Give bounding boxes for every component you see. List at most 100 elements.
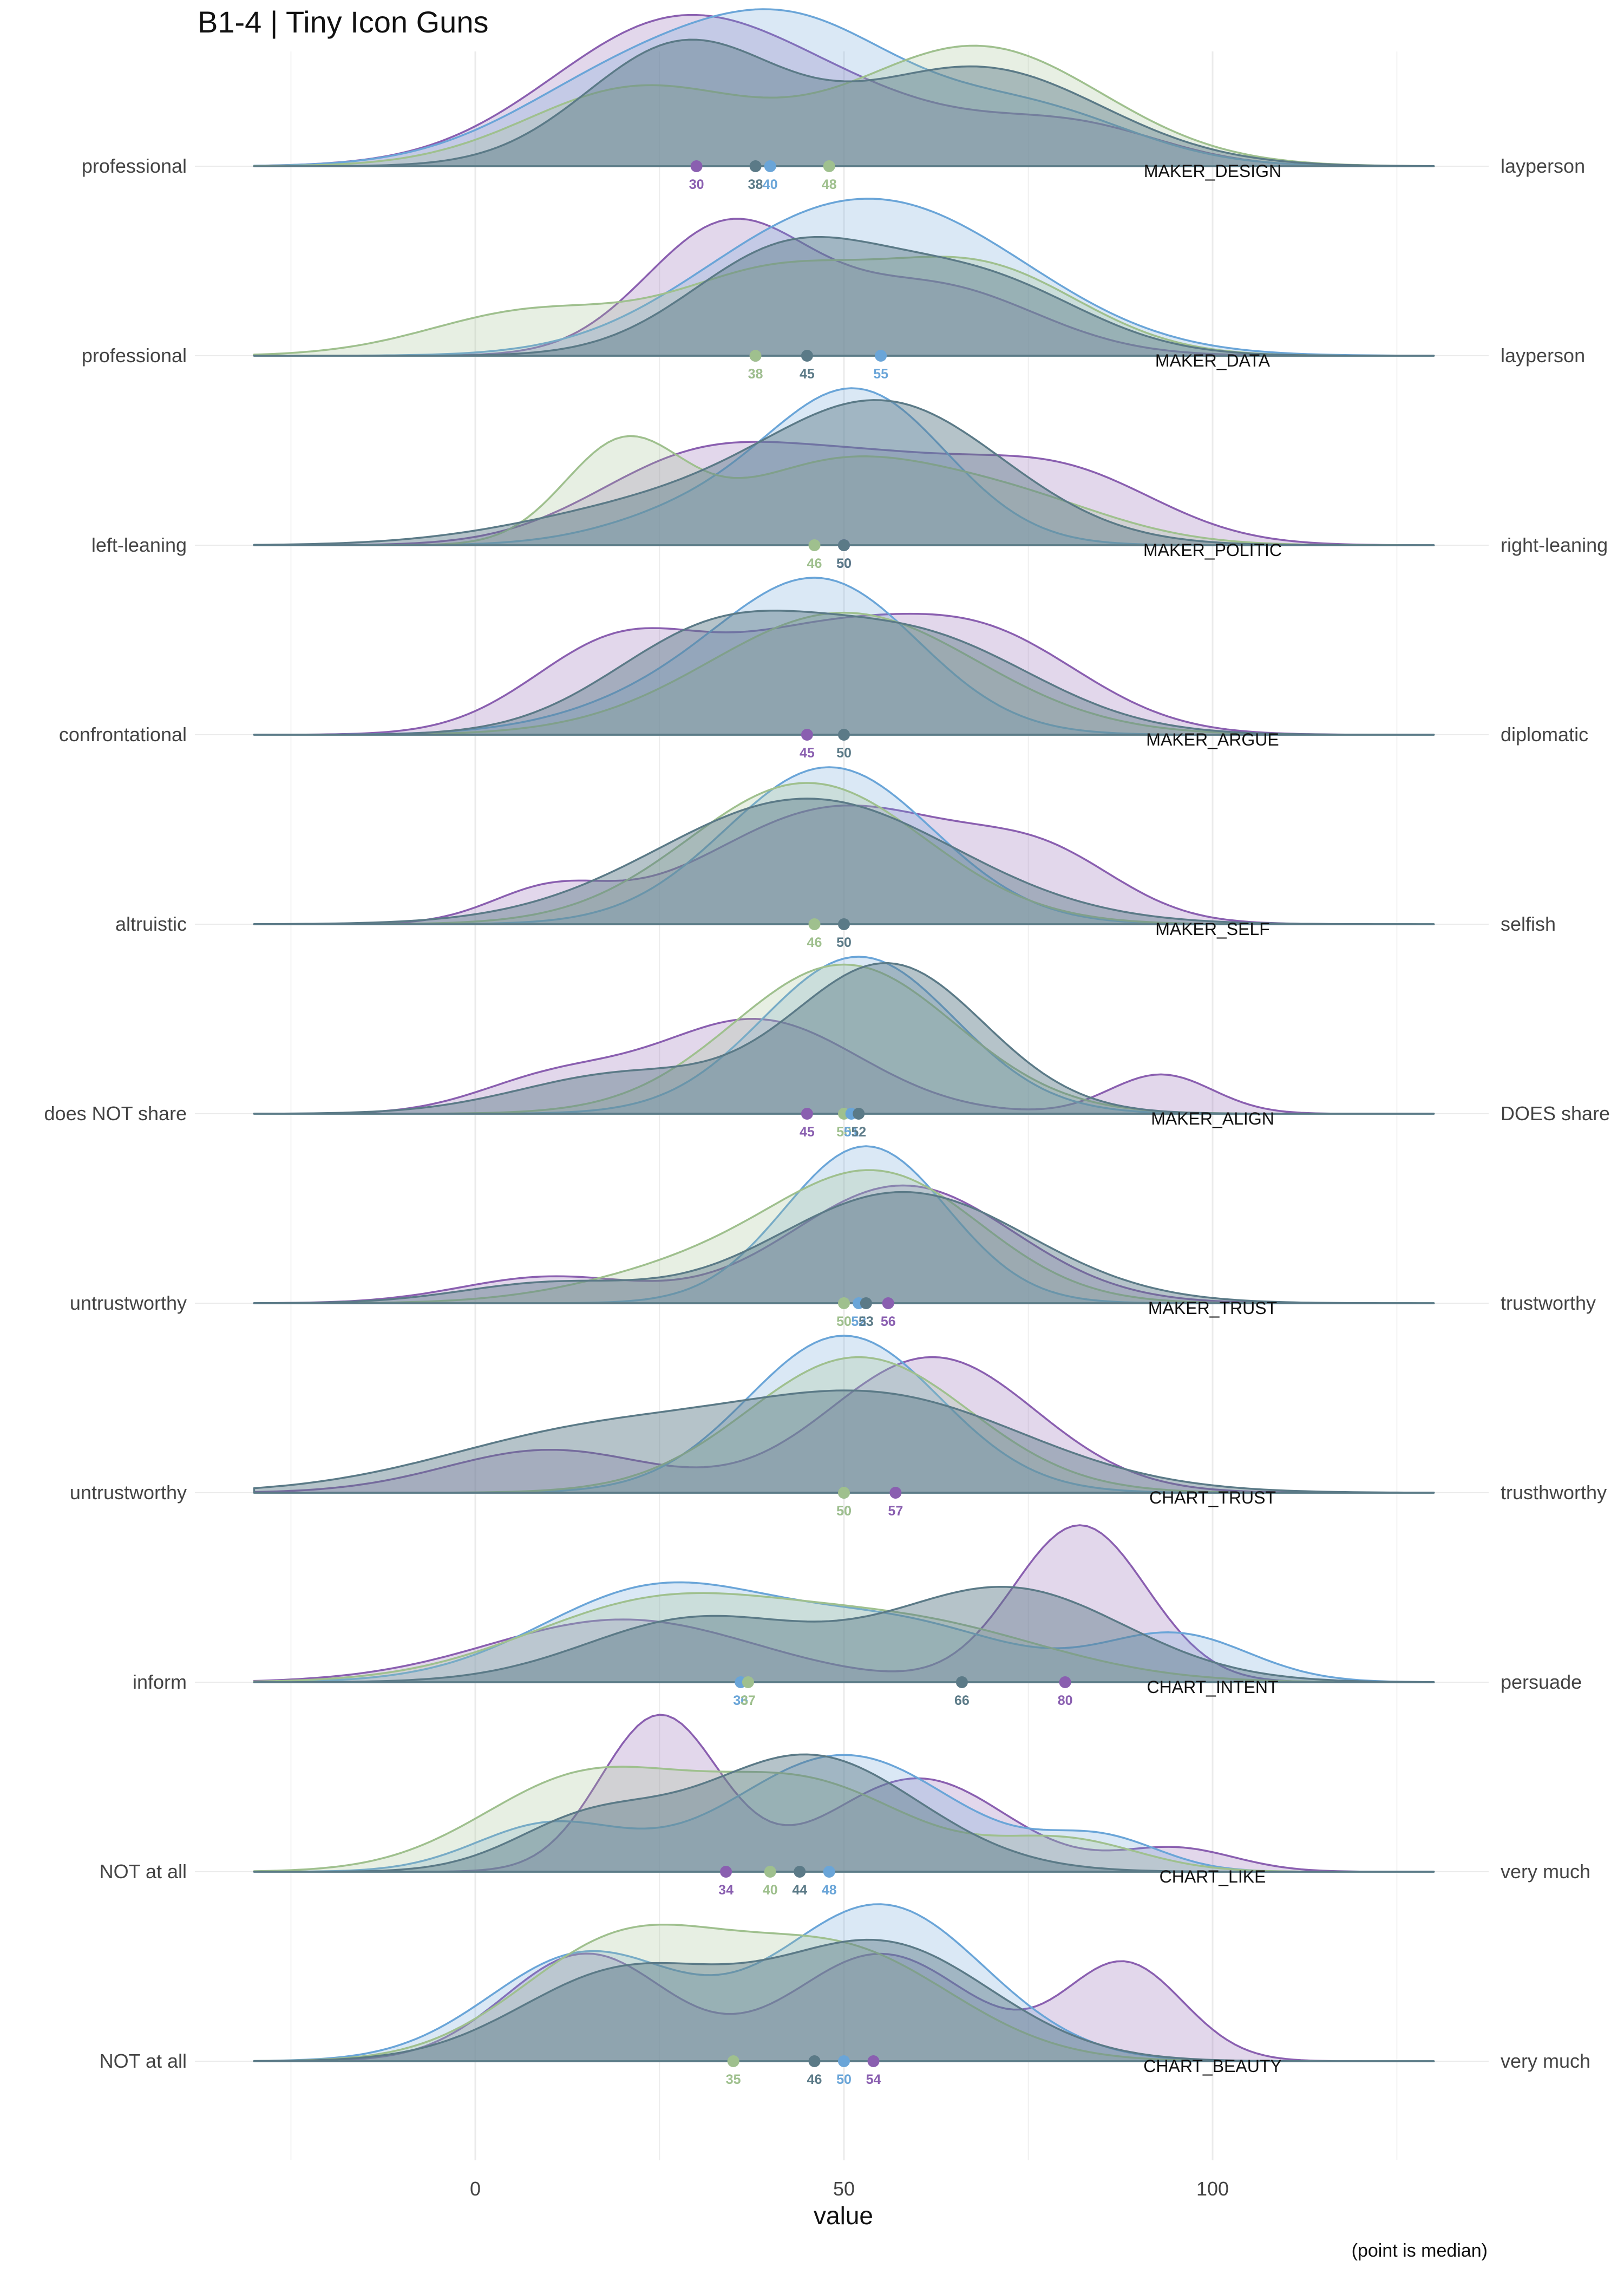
median-label-slate: 50 xyxy=(836,1504,852,1519)
right-anchor-label: very much xyxy=(1501,1860,1590,1883)
median-label-blue: 51 xyxy=(844,1125,859,1140)
median-point-green xyxy=(749,350,762,362)
left-anchor-label: professional xyxy=(82,155,187,177)
median-label-slate: 45 xyxy=(800,367,815,382)
category-label: CHART_INTENT xyxy=(1147,1677,1279,1697)
density-slate-maker_self xyxy=(253,798,1435,925)
median-label-blue: 48 xyxy=(822,1883,837,1898)
median-label-blue: 50 xyxy=(836,556,852,571)
median-point-slate xyxy=(749,160,762,172)
right-anchor-label: DOES share xyxy=(1501,1102,1610,1125)
median-label-blue: 36 xyxy=(733,1693,748,1708)
median-point-green xyxy=(742,1676,754,1688)
x-tick-label: 0 xyxy=(470,2178,481,2200)
median-label-green: 48 xyxy=(822,177,837,192)
right-anchor-label: diplomatic xyxy=(1501,723,1588,746)
median-label-green: 37 xyxy=(741,1693,756,1708)
median-label-slate: 66 xyxy=(954,1693,970,1708)
median-label-green: 40 xyxy=(763,1883,778,1898)
median-label-blue: 52 xyxy=(851,1314,866,1329)
right-anchor-label: very much xyxy=(1501,2050,1590,2072)
median-point-purple xyxy=(1059,1676,1071,1688)
median-point-purple xyxy=(690,160,703,172)
median-label-purple: 57 xyxy=(888,1504,903,1519)
median-label-slate: 38 xyxy=(748,177,763,192)
median-point-slate xyxy=(955,1676,968,1688)
median-point-slate xyxy=(860,1297,872,1309)
category-label: MAKER_POLITIC xyxy=(1143,540,1282,560)
median-label-green: 38 xyxy=(748,367,763,382)
median-point-green xyxy=(838,1487,850,1499)
median-label-green: 46 xyxy=(807,935,822,950)
median-point-purple xyxy=(867,2055,880,2067)
density-green-maker_politic xyxy=(253,435,1435,546)
median-label-blue: 55 xyxy=(873,367,888,382)
right-anchor-label: persuade xyxy=(1501,1671,1582,1693)
median-label-purple: 30 xyxy=(689,177,704,192)
median-label-slate: 50 xyxy=(836,556,852,571)
left-anchor-label: professional xyxy=(82,344,187,367)
chart-caption: (point is median) xyxy=(1352,2240,1488,2261)
median-point-green xyxy=(764,1866,776,1878)
density-blue-maker_data xyxy=(253,198,1435,357)
category-label: MAKER_ARGUE xyxy=(1146,730,1279,749)
left-anchor-label: left-leaning xyxy=(91,534,187,556)
density-slate-maker_align xyxy=(253,962,1435,1115)
median-label-slate: 50 xyxy=(836,935,852,950)
left-anchor-label: does NOT share xyxy=(44,1102,187,1125)
median-point-green xyxy=(823,160,835,172)
density-slate-maker_argue xyxy=(253,610,1435,736)
density-purple-chart_intent xyxy=(253,1524,1435,1683)
median-label-purple: 38 xyxy=(748,367,763,382)
median-point-purple xyxy=(801,1108,813,1120)
median-label-slate: 44 xyxy=(792,1883,807,1898)
density-slate-chart_like xyxy=(253,1753,1435,1873)
category-label: CHART_LIKE xyxy=(1160,1867,1266,1886)
chart-title: B1-4 | Tiny Icon Guns xyxy=(198,5,488,39)
median-point-blue xyxy=(764,160,776,172)
median-point-slate xyxy=(838,918,850,930)
median-label-slate: 50 xyxy=(836,746,852,761)
left-anchor-label: untrustworthy xyxy=(70,1481,187,1504)
median-label-slate: 53 xyxy=(859,1314,874,1329)
median-label-purple: 45 xyxy=(800,1125,815,1140)
density-purple-maker_self xyxy=(253,804,1435,925)
left-anchor-label: altruistic xyxy=(115,913,187,935)
median-point-slate xyxy=(838,729,850,741)
right-anchor-label: trusthworthy xyxy=(1501,1481,1607,1504)
median-point-slate xyxy=(808,2055,821,2067)
left-anchor-label: confrontational xyxy=(59,723,187,746)
left-anchor-label: untrustworthy xyxy=(70,1292,187,1314)
category-label: MAKER_ALIGN xyxy=(1151,1109,1274,1128)
median-label-purple: 54 xyxy=(866,2072,881,2087)
density-purple-maker_argue xyxy=(253,612,1435,736)
density-slate-chart_intent xyxy=(253,1586,1435,1683)
density-blue-maker_design xyxy=(253,8,1435,167)
density-slate-chart_trust xyxy=(253,1389,1435,1494)
x-axis-label: value xyxy=(814,2201,873,2230)
median-point-slate xyxy=(801,350,813,362)
density-slate-maker_data xyxy=(253,236,1435,357)
category-label: MAKER_DATA xyxy=(1155,351,1271,370)
median-point-green xyxy=(808,539,821,551)
median-label-green: 50 xyxy=(836,1125,852,1140)
density-slate-chart_beauty xyxy=(253,1938,1435,2062)
density-green-maker_design xyxy=(253,44,1435,167)
median-point-blue xyxy=(838,2055,850,2067)
category-label: CHART_BEAUTY xyxy=(1143,2056,1281,2076)
median-label-purple: 50 xyxy=(836,556,852,571)
density-purple-maker_align xyxy=(253,1018,1435,1115)
median-label-purple: 56 xyxy=(881,1314,896,1329)
median-label-blue: 40 xyxy=(763,177,778,192)
left-anchor-label: NOT at all xyxy=(100,2050,187,2072)
median-label-green: 46 xyxy=(807,556,822,571)
median-label-purple: 34 xyxy=(718,1883,734,1898)
left-anchor-label: inform xyxy=(133,1671,187,1693)
density-slate-maker_trust xyxy=(253,1191,1435,1304)
median-point-green xyxy=(808,918,821,930)
density-green-chart_like xyxy=(253,1766,1435,1873)
median-label-slate: 46 xyxy=(807,2072,822,2087)
